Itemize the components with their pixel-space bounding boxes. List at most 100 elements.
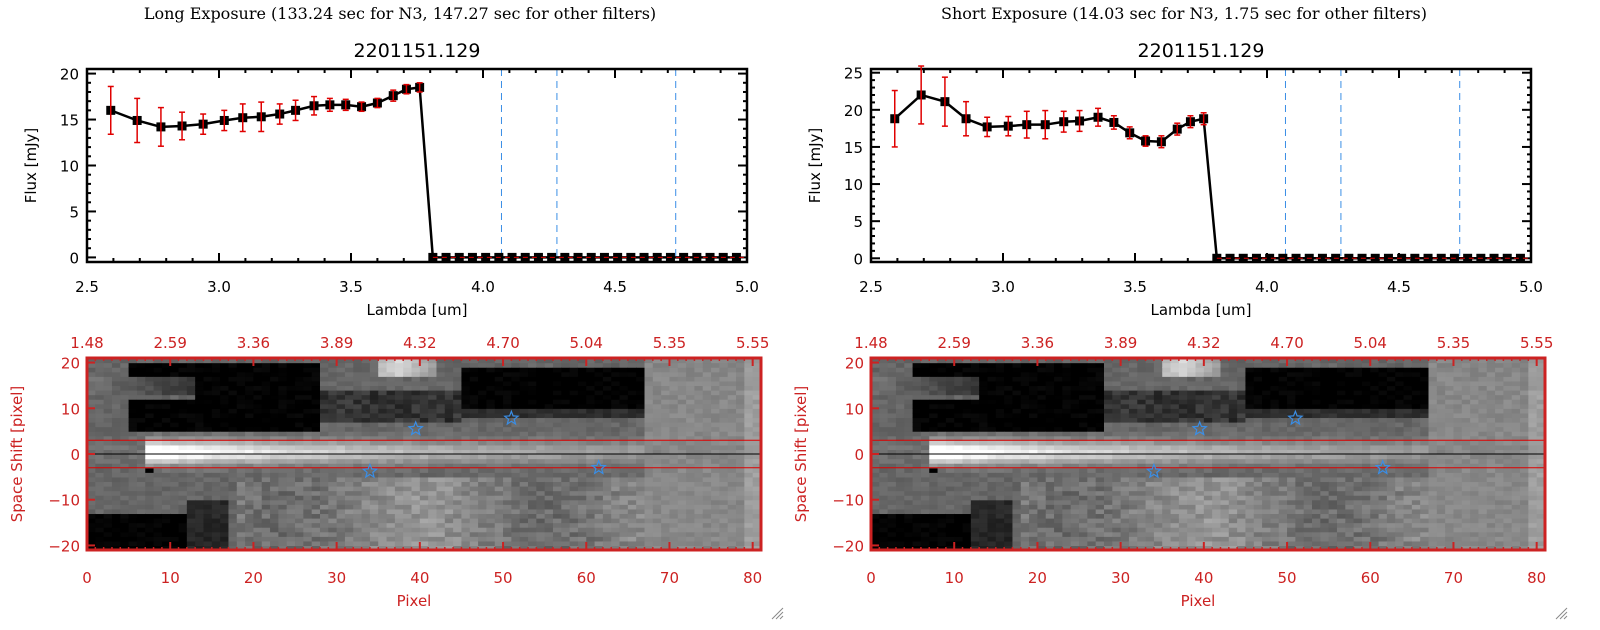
flux-point [454,252,464,262]
x-tick-label: 30 [1111,569,1130,587]
flux-point [481,252,491,262]
flux-point [705,252,715,262]
x-tick-label: 0 [82,569,92,587]
x-axis-label: Lambda [um] [367,301,468,319]
y-tick-label: 15 [60,112,79,130]
flux-point [533,252,543,262]
top-tick-label: 5.55 [736,334,769,352]
x-tick-label: 5.0 [735,278,759,296]
flux-point [1212,253,1222,263]
x-tick-label: 70 [1444,569,1463,587]
top-tick-label: 3.89 [320,334,353,352]
spectral-image-long: 0 1.48 10 2.59 20 3.36 30 3.89 40 4.32 50 4.70 60 5.0… [8,334,769,610]
top-tick-label: 4.32 [1187,334,1220,352]
x-tick-label: 4.0 [471,278,495,296]
y-tick-label: 10 [844,176,863,194]
flux-point [1291,253,1301,263]
chart-title: 2201151.129 [1138,40,1265,62]
flux-point [1463,253,1473,263]
star-marker-icon [1374,459,1392,475]
y-axis-label: Space Shift [pixel] [8,386,26,523]
flux-point [1265,253,1275,263]
top-tick-label: 5.35 [653,334,686,352]
star-marker-icon [1287,409,1304,426]
flux-point [652,252,662,262]
top-tick-label: 5.04 [1354,334,1387,352]
spectrum-chart-short: 2201151.129 2.5 3.0 3.5 4.0 4.5 5.0 0 5 10 15 20 25 L… [806,40,1543,319]
x-tick-label: 5.0 [1519,278,1543,296]
flux-point [679,252,689,262]
flux-point [1436,253,1446,263]
x-tick-label: 50 [1278,569,1297,587]
y-tick-label: 25 [844,65,863,83]
star-marker-icon [1191,420,1208,436]
top-tick-label: 5.35 [1437,334,1470,352]
top-tick-label: 3.89 [1104,334,1137,352]
y-tick-label: 5 [69,203,79,221]
top-tick-label: 5.04 [570,334,603,352]
x-axis-label: Lambda [um] [1151,301,1252,319]
flux-point [1317,253,1327,263]
x-tick-label: 3.5 [1123,278,1147,296]
right-panel: Short Exposure (14.03 sec for N3, 1.75 s… [784,0,1584,630]
x-tick-label: 10 [161,569,180,587]
plot-frame [869,67,1533,264]
top-tick-label: 4.70 [1270,334,1303,352]
y-tick-label: 20 [61,355,80,373]
y-tick-label: −10 [832,492,864,510]
x-tick-label: 3.0 [207,278,231,296]
flux-point [586,252,596,262]
y-tick-label: 10 [845,400,864,418]
x-tick-label: 40 [410,569,429,587]
top-tick-label: 1.48 [70,334,103,352]
x-axis-label: Pixel [397,592,432,610]
flux-point [731,252,741,262]
x-tick-label: 4.0 [1255,278,1279,296]
x-tick-label: 2.5 [75,278,99,296]
flux-point [1515,253,1525,263]
x-tick-label: 4.5 [1387,278,1411,296]
x-tick-label: 2.5 [859,278,883,296]
x-tick-label: 80 [1527,569,1546,587]
y-tick-label: 0 [853,250,863,268]
flux-point [1238,253,1248,263]
x-tick-label: 50 [494,569,513,587]
top-tick-label: 2.59 [938,334,971,352]
resize-grip-icon[interactable] [1554,606,1568,620]
y-tick-label: 0 [69,249,79,267]
top-tick-label: 4.70 [486,334,519,352]
x-tick-label: 10 [945,569,964,587]
x-tick-label: 80 [743,569,762,587]
y-tick-label: 5 [853,213,863,231]
x-tick-label: 3.5 [339,278,363,296]
y-tick-label: 20 [844,102,863,120]
top-tick-label: 2.59 [154,334,187,352]
x-tick-label: 30 [327,569,346,587]
x-axis-label: Pixel [1181,592,1216,610]
x-tick-label: 0 [866,569,876,587]
spectral-image-short: 0 1.48 10 2.59 20 3.36 30 3.89 40 4.32 50 4.70 60 5.0… [792,334,1553,610]
chart-title: 2201151.129 [354,40,481,62]
star-marker-icon [407,420,424,436]
x-tick-label: 60 [1361,569,1380,587]
y-tick-label: −10 [48,492,80,510]
flux-point [507,252,517,262]
flux-point [1489,253,1499,263]
y-tick-label: −20 [832,537,864,555]
left-panel: Long Exposure (133.24 sec for N3, 147.27… [8,4,784,620]
y-tick-label: 10 [61,400,80,418]
top-tick-label: 3.36 [1021,334,1054,352]
y-axis-label: Flux [mJy] [806,128,824,204]
y-tick-label: 0 [854,446,864,464]
top-tick-label: 5.55 [1520,334,1553,352]
flux-point [1370,253,1380,263]
y-tick-label: 0 [70,446,80,464]
star-marker-icon [590,459,608,475]
image-pixels [87,358,762,551]
x-tick-label: 4.5 [603,278,627,296]
resize-grip-icon[interactable] [770,606,784,620]
x-tick-label: 60 [577,569,596,587]
x-tick-label: 40 [1194,569,1213,587]
y-axis-label: Flux [mJy] [22,128,40,204]
star-marker-icon [361,462,379,479]
